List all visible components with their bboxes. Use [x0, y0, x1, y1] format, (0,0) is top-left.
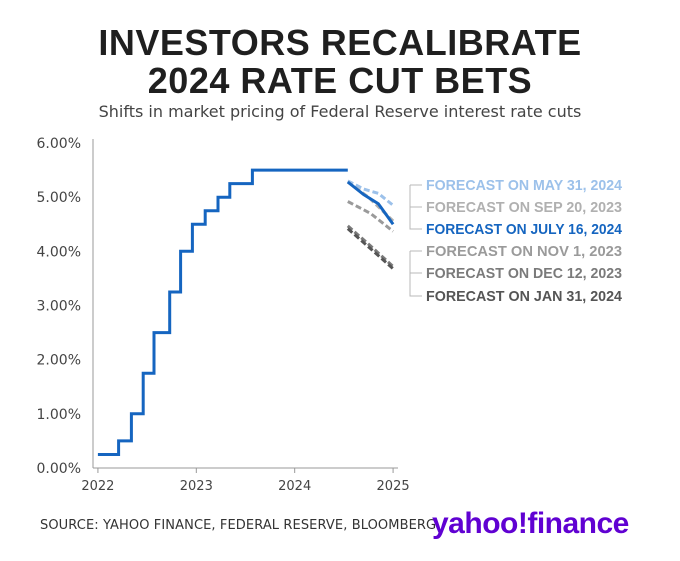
y-tick-label: 5.00% [37, 190, 81, 206]
forecast-line-6 [346, 227, 395, 270]
chart-title-line-2: 2024 RATE CUT BETS [147, 60, 533, 101]
fed-funds-rate-line [97, 168, 348, 456]
forecast-label: FORECAST ON JULY 16, 2024 [426, 221, 623, 238]
chart-title-line-1: INVESTORS RECALIBRATE [98, 22, 582, 63]
y-tick-label: 4.00% [37, 244, 81, 260]
forecast-label: FORECAST ON MAY 31, 2024 [426, 177, 623, 194]
brand-logo: yahoo!finance [432, 507, 629, 540]
forecast-line-3 [346, 180, 395, 226]
x-tick-label: 2024 [278, 479, 311, 494]
forecast-label: FORECAST ON DEC 12, 2023 [426, 265, 622, 282]
forecast-label: FORECAST ON NOV 1, 2023 [426, 243, 622, 260]
y-tick-label: 6.00% [37, 136, 81, 152]
y-tick-label: 3.00% [37, 299, 81, 315]
chart-subtitle: Shifts in market pricing of Federal Rese… [98, 102, 582, 121]
legend-bracket-lower [409, 251, 422, 297]
legend-bracket-upper [409, 185, 422, 230]
source-note: SOURCE: YAHOO FINANCE, FEDERAL RESERVE, … [40, 518, 437, 533]
y-tick-label: 2.00% [37, 353, 81, 369]
y-tick-label: 0.00% [37, 461, 81, 477]
forecast-line-5 [346, 224, 395, 268]
forecast-label: FORECAST ON JAN 31, 2024 [426, 288, 623, 305]
forecast-line-1 [347, 179, 395, 207]
forecast-label: FORECAST ON SEP 20, 2023 [426, 199, 622, 216]
x-tick-label: 2023 [180, 479, 213, 494]
x-tick-label: 2025 [377, 479, 410, 494]
y-tick-label: 1.00% [37, 407, 81, 423]
x-tick-label: 2022 [81, 479, 114, 494]
